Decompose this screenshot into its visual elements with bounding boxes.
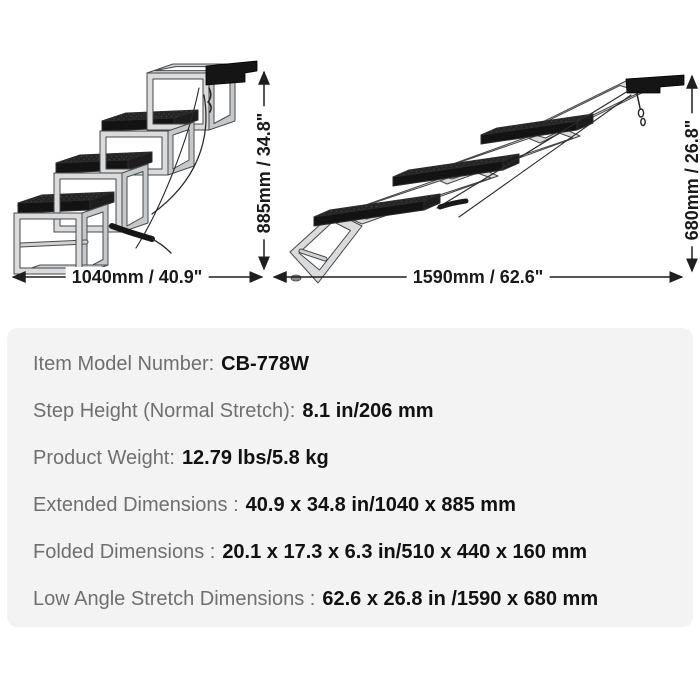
left-mount-handle bbox=[205, 60, 258, 86]
spec-label: Extended Dimensions : bbox=[33, 494, 239, 516]
left-stairs-illustration bbox=[13, 60, 258, 275]
spec-label: Product Weight: bbox=[33, 447, 175, 469]
spec-value: 8.1 in/206 mm bbox=[302, 400, 434, 422]
right-height-dimension-label: 680mm / 26.8" bbox=[682, 113, 700, 247]
spec-row-extended-dimensions: Extended Dimensions : 40.9 x 34.8 in/1040… bbox=[33, 494, 673, 516]
specifications-panel: Item Model Number: CB-778W Step Height (N… bbox=[7, 328, 693, 627]
right-strap bbox=[437, 198, 469, 210]
spec-value: 20.1 x 17.3 x 6.3 in/510 x 440 x 160 mm bbox=[222, 541, 588, 563]
spec-label: Step Height (Normal Stretch): bbox=[33, 400, 296, 422]
spec-value: 62.6 x 26.8 in /1590 x 680 mm bbox=[322, 588, 599, 610]
right-safety-cable bbox=[436, 90, 629, 209]
left-safety-cable bbox=[151, 94, 207, 215]
left-width-dimension-label: 1040mm / 40.9" bbox=[65, 267, 209, 287]
spec-label: Item Model Number: bbox=[33, 353, 215, 375]
spec-row-weight: Product Weight: 12.79 lbs/5.8 kg bbox=[33, 447, 673, 469]
left-strap bbox=[109, 223, 155, 242]
spec-label: Low Angle Stretch Dimensions : bbox=[33, 588, 316, 610]
right-stairs-illustration bbox=[289, 74, 685, 284]
spec-row-step-height: Step Height (Normal Stretch): 8.1 in/206 … bbox=[33, 400, 673, 422]
right-mount-handle bbox=[625, 74, 685, 94]
right-width-dimension-label: 1590mm / 62.6" bbox=[406, 267, 550, 287]
spec-row-folded-dimensions: Folded Dimensions : 20.1 x 17.3 x 6.3 in/… bbox=[33, 541, 673, 563]
right-hook-clip bbox=[637, 108, 645, 118]
spec-row-low-angle-dimensions: Low Angle Stretch Dimensions : 62.6 x 26.… bbox=[33, 588, 673, 610]
spec-row-model: Item Model Number: CB-778W bbox=[33, 353, 673, 375]
left-hook-clip bbox=[207, 87, 212, 113]
spec-value: CB-778W bbox=[221, 353, 309, 375]
left-height-dimension-label: 885mm / 34.8" bbox=[254, 106, 274, 240]
spec-value: 12.79 lbs/5.8 kg bbox=[181, 447, 329, 469]
spec-value: 40.9 x 34.8 in/1040 x 885 mm bbox=[245, 494, 516, 516]
spec-label: Folded Dimensions : bbox=[33, 541, 216, 563]
